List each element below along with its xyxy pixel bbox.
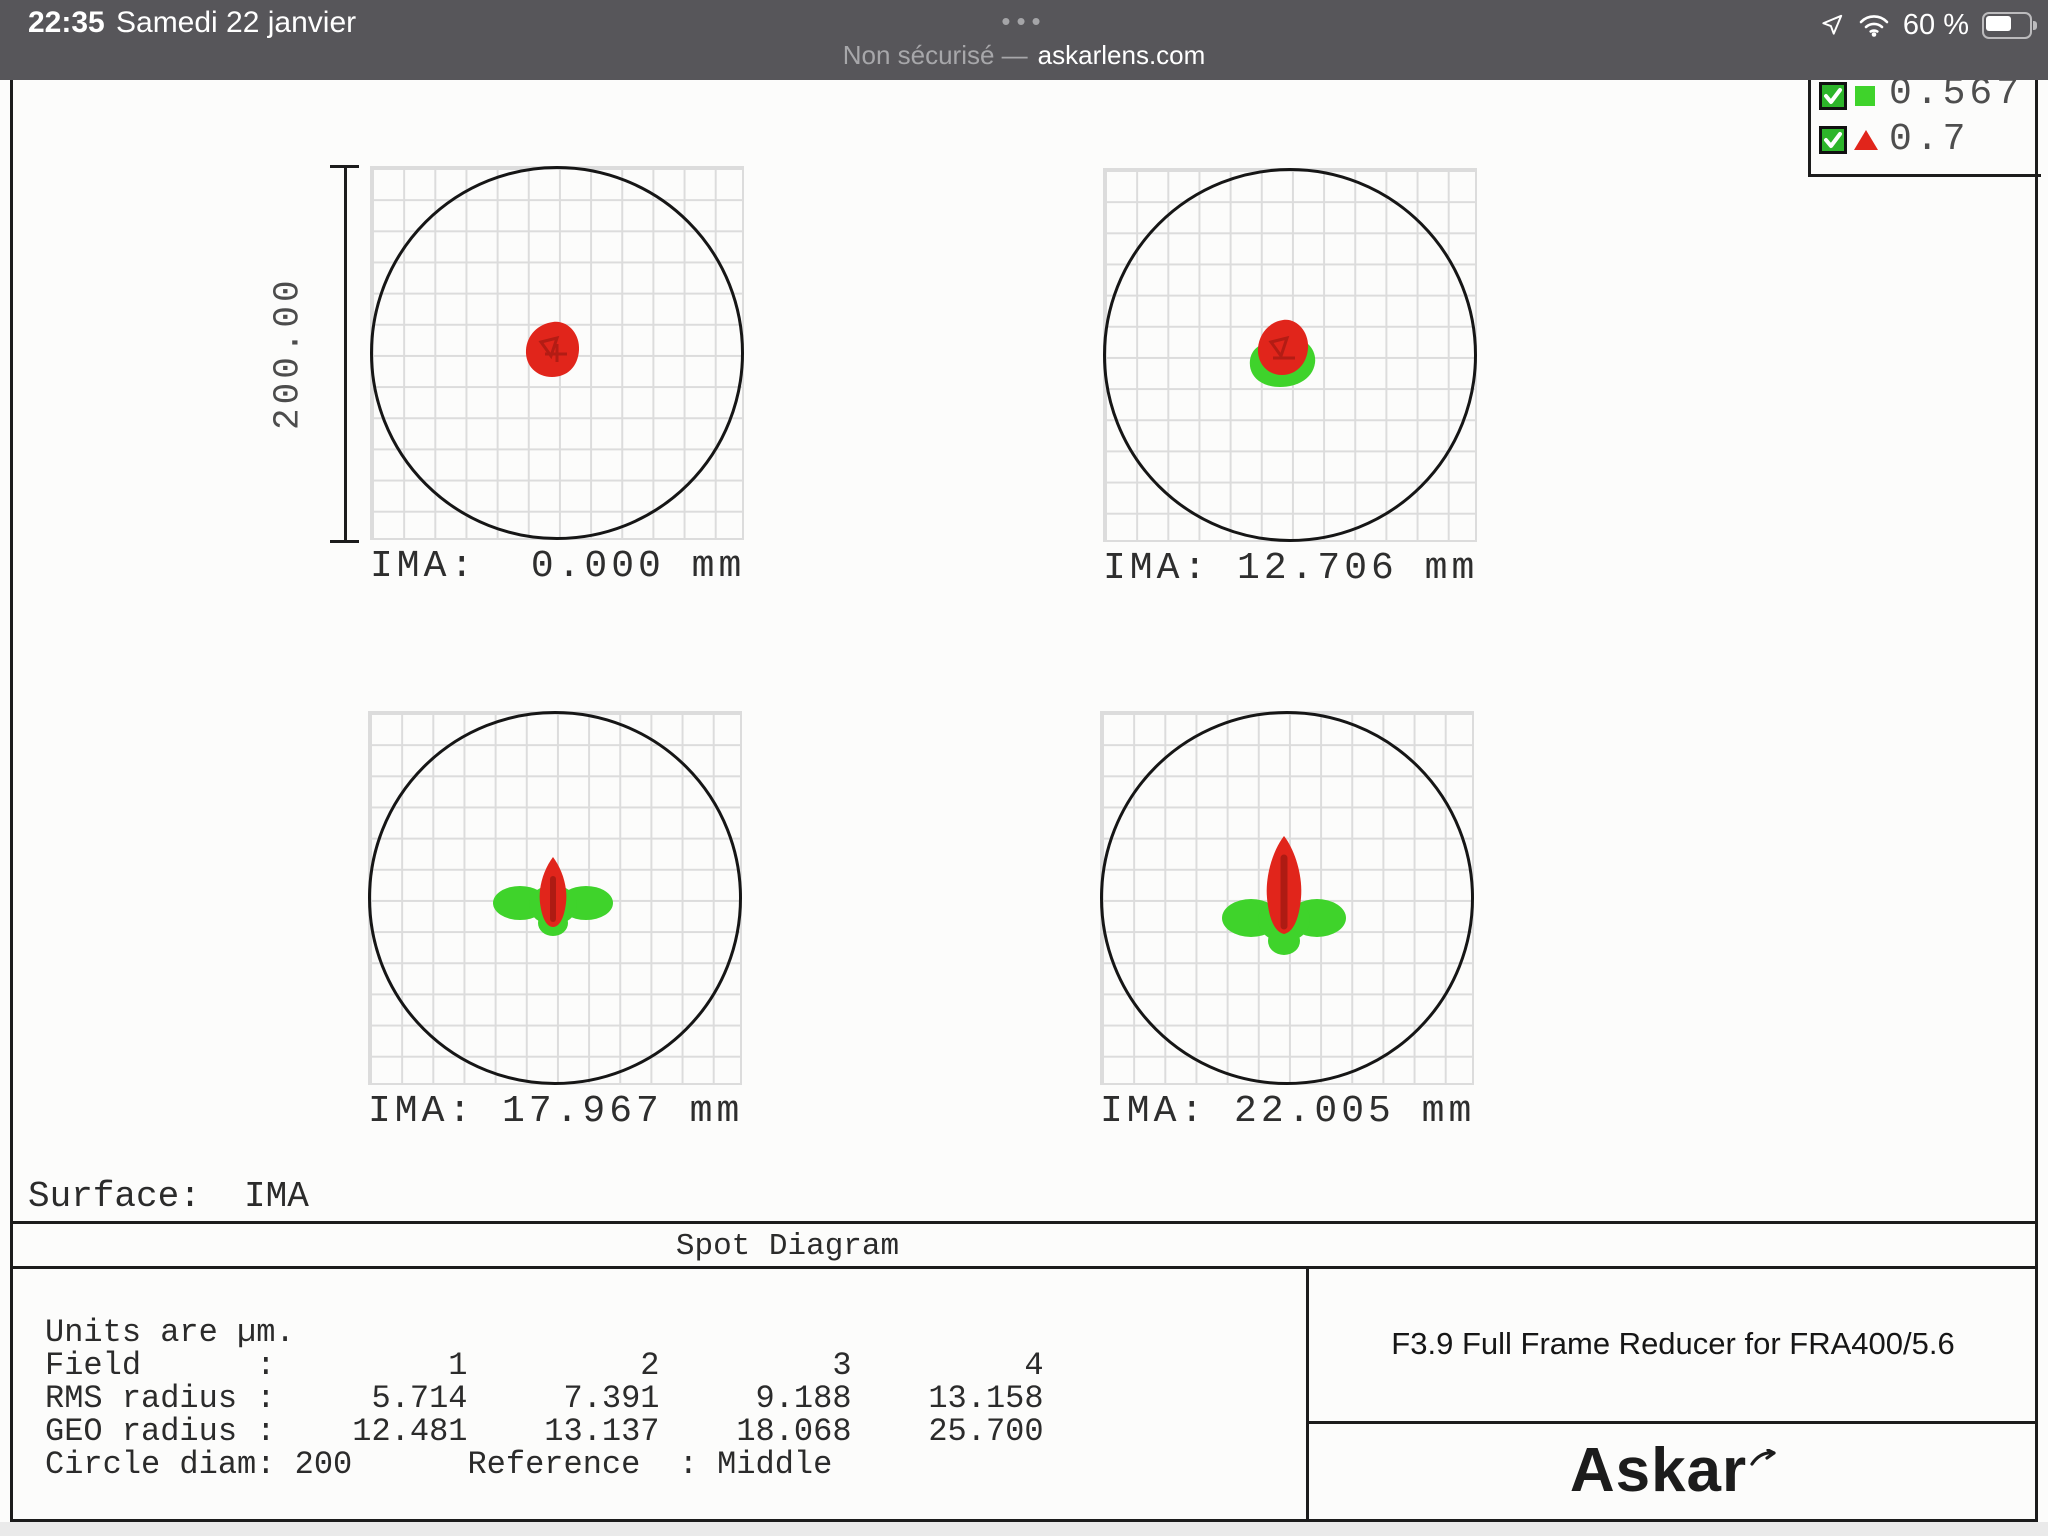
panel-horizontal-divider <box>1306 1421 2038 1424</box>
lens-title: F3.9 Full Frame Reducer for FRA400/5.6 <box>1391 1325 1955 1361</box>
brand-text: Askar <box>1569 1435 1748 1505</box>
frame-right-border <box>2035 80 2038 1522</box>
airy-circle <box>1103 168 1477 542</box>
table-line-circle: Circle diam: 200 Reference : Middle <box>45 1446 833 1483</box>
ima-label-field3: IMA: 17.967 mm <box>368 1090 744 1133</box>
footer-vertical-divider <box>1306 1266 1309 1522</box>
url-domain: askarlens.com <box>1037 40 1206 70</box>
square-marker-icon <box>1855 86 1875 106</box>
battery-fill <box>1986 15 2011 31</box>
spot-field3 <box>493 857 613 936</box>
airy-circle <box>368 711 742 1085</box>
wavelength-value-2: 0.7 <box>1889 118 1970 161</box>
ima-label-field2: IMA: 12.706 mm <box>1103 547 1479 590</box>
checkbox-wavelength-2[interactable] <box>1819 126 1847 154</box>
spot-field4 <box>1222 836 1346 955</box>
frame-bottom-border <box>10 1519 2038 1522</box>
scale-bar-top-cap <box>330 165 359 168</box>
airy-circle <box>1100 711 1474 1085</box>
date: Samedi 22 janvier <box>116 6 357 39</box>
battery-percent: 60 % <box>1902 8 1969 41</box>
surface-label: Surface: IMA <box>28 1176 309 1217</box>
table-line-units: Units are µm. <box>45 1314 295 1351</box>
table-line-rms: RMS radius : 5.714 7.391 9.188 13.158 <box>45 1380 1044 1417</box>
battery-nub <box>2033 20 2037 30</box>
checkbox-wavelength-1[interactable] <box>1819 82 1847 110</box>
address-bar[interactable]: Non sécurisé — askarlens.com <box>0 40 2048 71</box>
scale-bar-bottom-cap <box>330 540 359 543</box>
triangle-marker-icon <box>1854 130 1878 150</box>
wifi-icon <box>1859 14 1889 37</box>
ima-label-field4: IMA: 22.005 mm <box>1100 1090 1476 1133</box>
page-bottom-gap <box>0 1522 2048 1536</box>
spot-field1 <box>525 321 580 377</box>
spot-diagram-field4: IMA: 22.005 mm <box>1100 711 1474 1133</box>
divider-below-title-band <box>10 1266 2038 1269</box>
divider-above-title-band <box>10 1221 2038 1224</box>
scale-bar-label: 200.00 <box>267 276 309 430</box>
spot-data-table: Units are µm. Field : 1 2 3 4 RMS radius… <box>45 1316 1044 1481</box>
diagram-title: Spot Diagram <box>675 1229 900 1264</box>
spot-diagram-field3: IMA: 17.967 mm <box>368 711 742 1133</box>
spot-diagram-field1: IMA: 0.000 mm <box>370 166 744 588</box>
spot-diagram-field2: IMA: 12.706 mm <box>1103 168 1477 590</box>
status-and-address-bar: 22:35 Samedi 22 janvier ••• Non sécurisé… <box>0 0 2048 80</box>
battery-icon <box>1982 11 2037 39</box>
table-line-field: Field : 1 2 3 4 <box>45 1347 1044 1384</box>
wavelength-legend: 0.567 0.7 <box>1808 72 2041 177</box>
security-label: Non sécurisé — <box>842 40 1028 70</box>
brand-accent-icon <box>1750 1411 1776 1482</box>
brand-logo: Askar <box>1309 1421 2037 1519</box>
tab-dots-icon[interactable]: ••• <box>1001 6 1047 36</box>
ima-label-field1: IMA: 0.000 mm <box>370 545 746 588</box>
clock: 22:35 <box>28 6 105 39</box>
status-icons: 60 % <box>1819 8 2037 42</box>
table-line-geo: GEO radius : 12.481 13.137 18.068 25.700 <box>45 1413 1044 1450</box>
frame-left-border <box>10 80 13 1522</box>
location-arrow-icon <box>1822 14 1843 35</box>
spot-field2 <box>1249 319 1316 387</box>
airy-circle <box>370 166 744 540</box>
scale-bar-line <box>344 166 347 543</box>
